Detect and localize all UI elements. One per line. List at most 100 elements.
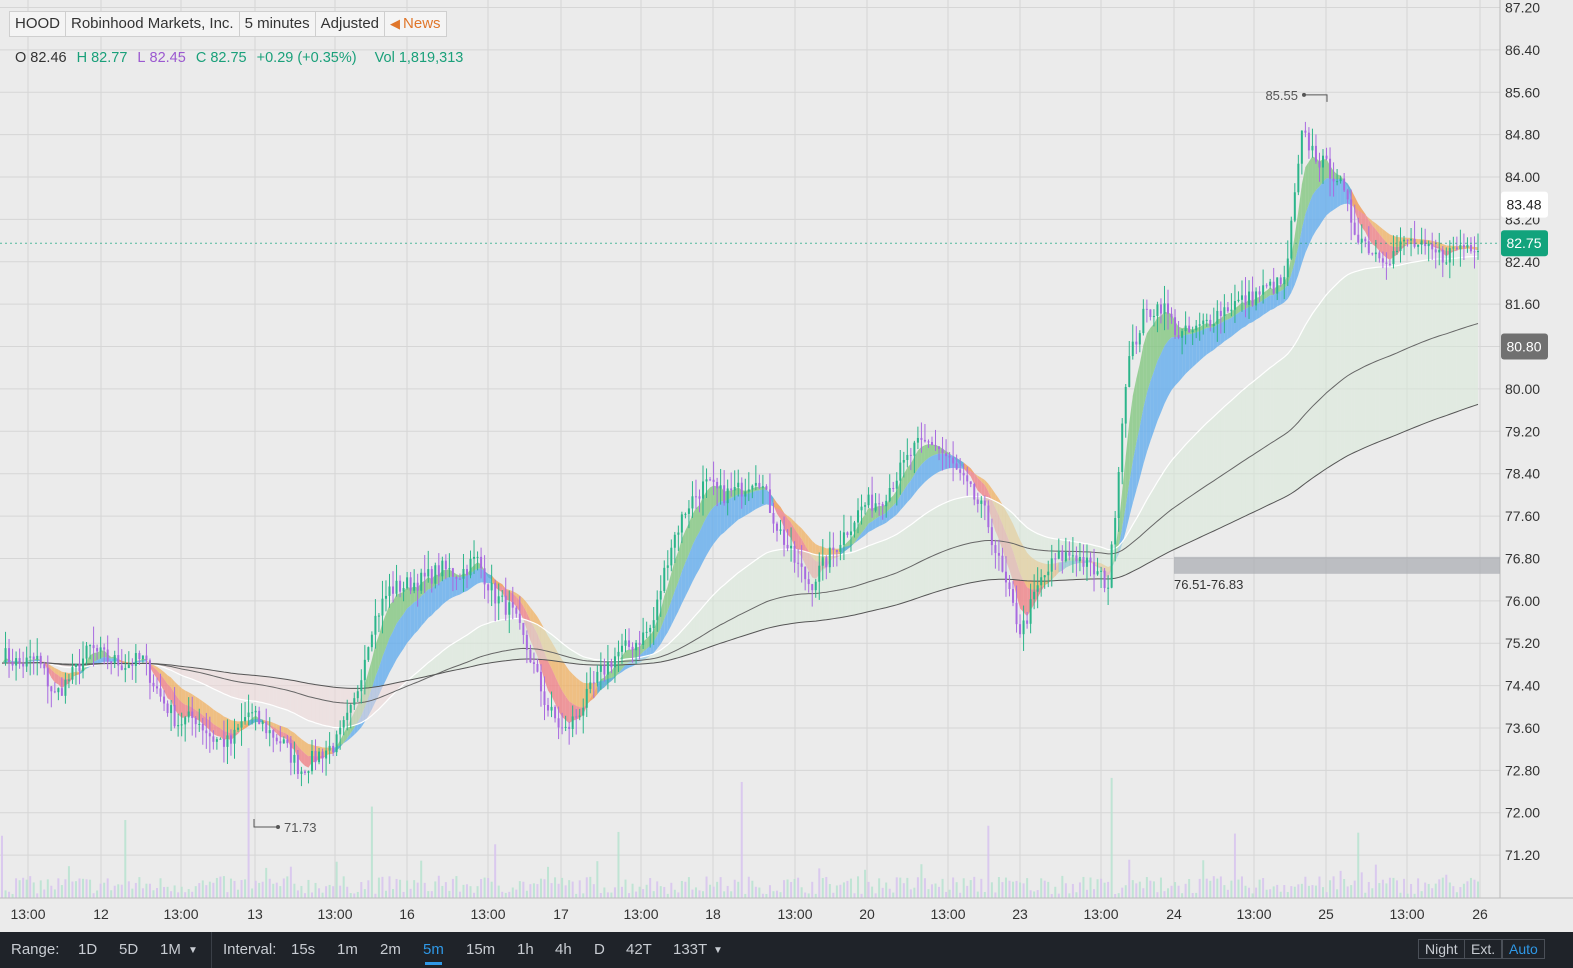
candle-body — [1149, 309, 1152, 318]
interval-15s[interactable]: 15s — [291, 941, 316, 958]
ribbon-trend — [657, 650, 661, 663]
ribbon-fast — [1379, 233, 1383, 255]
ribbon-trend — [304, 682, 309, 721]
candle-body — [152, 682, 155, 687]
interval-1h[interactable]: 1h — [517, 941, 534, 958]
price-axis[interactable]: 87.2086.4085.6084.8084.0083.2082.4081.60… — [1501, 0, 1548, 863]
candle-body — [1181, 331, 1184, 338]
volume-bar — [821, 878, 824, 898]
volume-bar — [786, 879, 789, 898]
ribbon-slow — [1213, 324, 1218, 350]
volume-bar — [867, 881, 870, 898]
ribbon-slow — [491, 575, 496, 585]
time-axis[interactable]: 13:00 12 13:00 13 13:00 16 13:00 17 13:00 18 13:00… — [0, 897, 1573, 922]
interval-4h[interactable]: 4h — [555, 941, 572, 958]
volume-bar — [945, 891, 948, 898]
interval-5m[interactable]: 5m — [423, 941, 444, 958]
candle-body — [106, 649, 109, 662]
interval-1m[interactable]: 1m — [337, 941, 358, 958]
candle-body — [124, 668, 127, 670]
candle-body — [1170, 313, 1173, 318]
ribbon-fast — [703, 491, 707, 525]
ribbon-slow — [657, 628, 661, 649]
ribbon-trend — [671, 637, 675, 660]
extended-hours-button[interactable]: Ext. — [1464, 939, 1503, 959]
volume-bar — [1403, 878, 1406, 898]
ribbon-trend — [1312, 308, 1316, 479]
volume-bar — [1054, 886, 1057, 898]
bottom-toolbar: Range: 1D 5D 1M ▼ Interval: 15s 1m 2m 5m… — [0, 932, 1573, 968]
symbol-ticker[interactable]: HOOD — [9, 11, 66, 37]
volume-bar — [1279, 891, 1282, 898]
volume-bar — [842, 882, 845, 898]
candle-body — [434, 565, 437, 584]
candle-body — [1117, 472, 1120, 518]
candle-body — [1223, 307, 1226, 316]
candle-body — [29, 656, 32, 658]
chevron-down-icon[interactable]: ▼ — [188, 945, 198, 956]
ribbon-slow — [784, 512, 788, 519]
interval-133t[interactable]: 133T — [673, 941, 708, 958]
candle-body — [1015, 602, 1018, 625]
news-button[interactable]: ◀ News — [384, 11, 447, 37]
ribbon-slow — [917, 464, 922, 490]
ribbon-fast — [695, 505, 700, 538]
range-5d[interactable]: 5D — [119, 941, 139, 958]
volume-bar — [1248, 887, 1251, 898]
selected-interval-indicator — [425, 962, 442, 965]
candle-body — [938, 446, 941, 449]
ribbon-slow — [58, 669, 62, 679]
chevron-down-icon[interactable]: ▼ — [713, 945, 723, 956]
interval-d[interactable]: D — [594, 941, 605, 958]
candle-body — [155, 686, 158, 689]
interval-2m[interactable]: 2m — [380, 941, 401, 958]
adjusted-toggle[interactable]: Adjusted — [314, 11, 386, 37]
candle-body — [568, 726, 571, 729]
candle-body — [1064, 552, 1067, 561]
candle-body — [1212, 323, 1215, 326]
ribbon-fast — [706, 487, 711, 518]
night-mode-button[interactable]: Night — [1418, 939, 1465, 959]
ribbon-trend — [308, 683, 312, 722]
candle-body — [103, 647, 106, 650]
candle-body — [677, 532, 680, 535]
ribbon-trend — [681, 626, 686, 657]
candle-body — [332, 745, 335, 753]
candle-body — [219, 738, 222, 740]
ribbon-slow — [142, 660, 147, 662]
candle-body — [1434, 249, 1437, 253]
ribbon-trend — [311, 683, 316, 723]
volume-bar — [768, 885, 771, 898]
volume-bar — [1174, 882, 1177, 898]
ribbon-slow — [400, 613, 404, 654]
volume-bar — [966, 885, 969, 898]
interval-label[interactable]: 5 minutes — [238, 11, 316, 37]
ribbon-slow — [156, 666, 161, 675]
ribbon-trend — [812, 553, 816, 622]
ribbon-fast — [378, 623, 383, 668]
candle-body — [1226, 307, 1229, 312]
candle-body — [1477, 251, 1479, 253]
ribbon-trend — [1118, 541, 1123, 578]
candle-body — [983, 500, 986, 506]
volume-bar — [677, 892, 680, 898]
ribbon-fast — [660, 596, 665, 629]
ribbon-trend — [1217, 409, 1221, 530]
range-1m[interactable]: 1M — [160, 941, 181, 958]
candle-body — [43, 664, 46, 669]
candle-body — [1448, 248, 1451, 263]
volume-bar — [973, 876, 976, 898]
interval-42t[interactable]: 42T — [626, 941, 652, 958]
ribbon-fast — [1266, 287, 1271, 298]
volume-bar — [1462, 883, 1465, 898]
ribbon-slow — [1139, 408, 1144, 478]
interval-15m[interactable]: 15m — [466, 941, 496, 958]
candle-body — [64, 679, 67, 696]
ribbon-trend — [245, 674, 249, 701]
range-1d[interactable]: 1D — [78, 941, 98, 958]
candle-body — [909, 454, 912, 456]
ribbon-slow — [1136, 426, 1140, 491]
auto-scale-button[interactable]: Auto — [1502, 939, 1545, 959]
ribbon-slow — [100, 656, 105, 663]
